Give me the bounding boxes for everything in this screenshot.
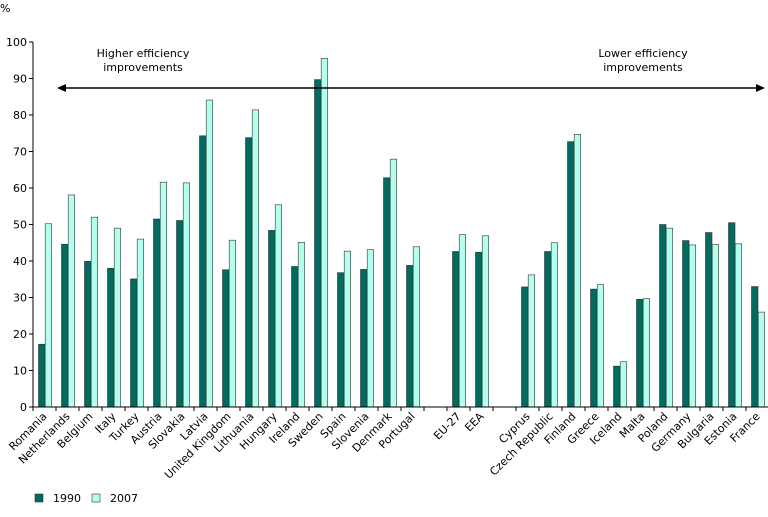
bar-2007-estonia xyxy=(734,243,743,408)
bar-2007-portugal xyxy=(412,246,421,408)
bar-1990-slovakia xyxy=(176,220,184,408)
bar-2007-netherlands xyxy=(67,194,75,408)
bar-2007-eea xyxy=(481,235,490,408)
bar-2007-sweden xyxy=(320,58,329,408)
y-tick-label: 90 xyxy=(13,73,27,86)
legend-swatch-2007 xyxy=(91,493,101,503)
bar-1990-spain xyxy=(337,272,345,408)
legend-label-2007: 2007 xyxy=(110,492,138,505)
x-tick-label: EU-27 xyxy=(431,410,464,443)
bar-1990-denmark xyxy=(383,177,391,408)
y-tick-label: 40 xyxy=(13,255,27,268)
bar-2007-united-kingdom xyxy=(228,239,236,408)
bar-2007-cyprus xyxy=(527,274,536,408)
y-axis-label: % xyxy=(0,2,10,15)
bar-2007-finland xyxy=(573,134,582,408)
bar-1990-bulgaria xyxy=(705,232,713,408)
bar-1990-cyprus xyxy=(521,286,529,408)
y-axis: 0 10 20 30 40 50 60 70 80 90 100 xyxy=(6,36,34,414)
annotation-higher-line2: improvements xyxy=(103,61,183,74)
bar-1990-sweden xyxy=(314,79,322,408)
bar-2007-austria xyxy=(159,181,167,408)
x-tick-label: EEA xyxy=(462,410,487,435)
bar-2007-ireland xyxy=(297,242,306,408)
bar-2007-czech-republic xyxy=(550,242,559,408)
bar-1990-romania xyxy=(38,343,46,408)
bar-1990-italy xyxy=(107,267,115,408)
bar-2007-belgium xyxy=(90,216,98,408)
efficiency-arrow xyxy=(57,84,765,92)
bar-1990-germany xyxy=(682,240,690,408)
bar-2007-germany xyxy=(688,244,697,408)
bar-2007-spain xyxy=(343,250,352,408)
bar-1990-slovenia xyxy=(360,269,368,408)
bar-1990-malta xyxy=(636,299,644,408)
y-tick-label: 70 xyxy=(13,146,27,159)
legend: 1990 2007 xyxy=(34,492,138,505)
bar-1990-eea xyxy=(475,251,483,408)
bar-2007-latvia xyxy=(205,99,213,408)
bar-1990-eu-27 xyxy=(452,251,460,408)
bar-1990-hungary xyxy=(268,230,276,408)
bar-1990-austria xyxy=(153,218,161,408)
bar-1990-czech-republic xyxy=(544,251,552,408)
bar-1990-poland xyxy=(659,224,667,408)
annotation-lower-line1: Lower efficiency xyxy=(598,47,688,60)
bar-2007-italy xyxy=(113,227,121,408)
y-tick-label: 0 xyxy=(20,401,27,414)
legend-swatch-1990 xyxy=(34,493,44,503)
bar-2007-slovakia xyxy=(182,182,190,408)
bar-1990-france xyxy=(751,286,759,408)
bar-1990-ireland xyxy=(291,266,299,408)
bar-2007-eu-27 xyxy=(458,234,467,408)
x-axis: RomaniaNetherlandsBelgiumItalyTurkeyAust… xyxy=(6,406,768,482)
bar-2007-denmark xyxy=(389,158,398,408)
bar-2007-romania xyxy=(44,223,53,408)
bar-2007-slovenia xyxy=(366,249,375,408)
y-tick-label: 50 xyxy=(13,219,27,232)
y-tick-label: 10 xyxy=(13,365,27,378)
bar-1990-finland xyxy=(567,141,575,408)
y-tick-label: 100 xyxy=(6,36,27,49)
bar-2007-iceland xyxy=(619,361,628,408)
bar-1990-portugal xyxy=(406,265,414,408)
bar-2007-hungary xyxy=(274,204,283,408)
bar-1990-greece xyxy=(590,288,598,408)
bar-1990-belgium xyxy=(84,261,92,408)
bar-2007-greece xyxy=(596,284,605,408)
bar-1990-netherlands xyxy=(61,243,69,408)
bar-2007-france xyxy=(757,311,766,408)
annotation-lower-line2: improvements xyxy=(603,61,683,74)
bar-2007-poland xyxy=(665,227,674,408)
bar-1990-united-kingdom xyxy=(222,269,230,408)
y-tick-label: 30 xyxy=(13,292,27,305)
bar-1990-estonia xyxy=(728,222,736,408)
bar-2007-bulgaria xyxy=(711,244,720,408)
bar-2007-turkey xyxy=(136,238,144,408)
bar-1990-iceland xyxy=(613,365,621,408)
bar-2007-malta xyxy=(642,298,651,408)
y-tick-label: 80 xyxy=(13,109,27,122)
bar-2007-lithuania xyxy=(251,109,259,408)
bar-1990-turkey xyxy=(130,278,138,408)
y-tick-label: 20 xyxy=(13,328,27,341)
legend-label-1990: 1990 xyxy=(53,492,81,505)
annotation-higher-line1: Higher efficiency xyxy=(97,47,190,60)
y-tick-label: 60 xyxy=(13,182,27,195)
bar-1990-lithuania xyxy=(245,137,253,408)
bar-1990-latvia xyxy=(199,135,207,408)
bars xyxy=(38,58,766,408)
